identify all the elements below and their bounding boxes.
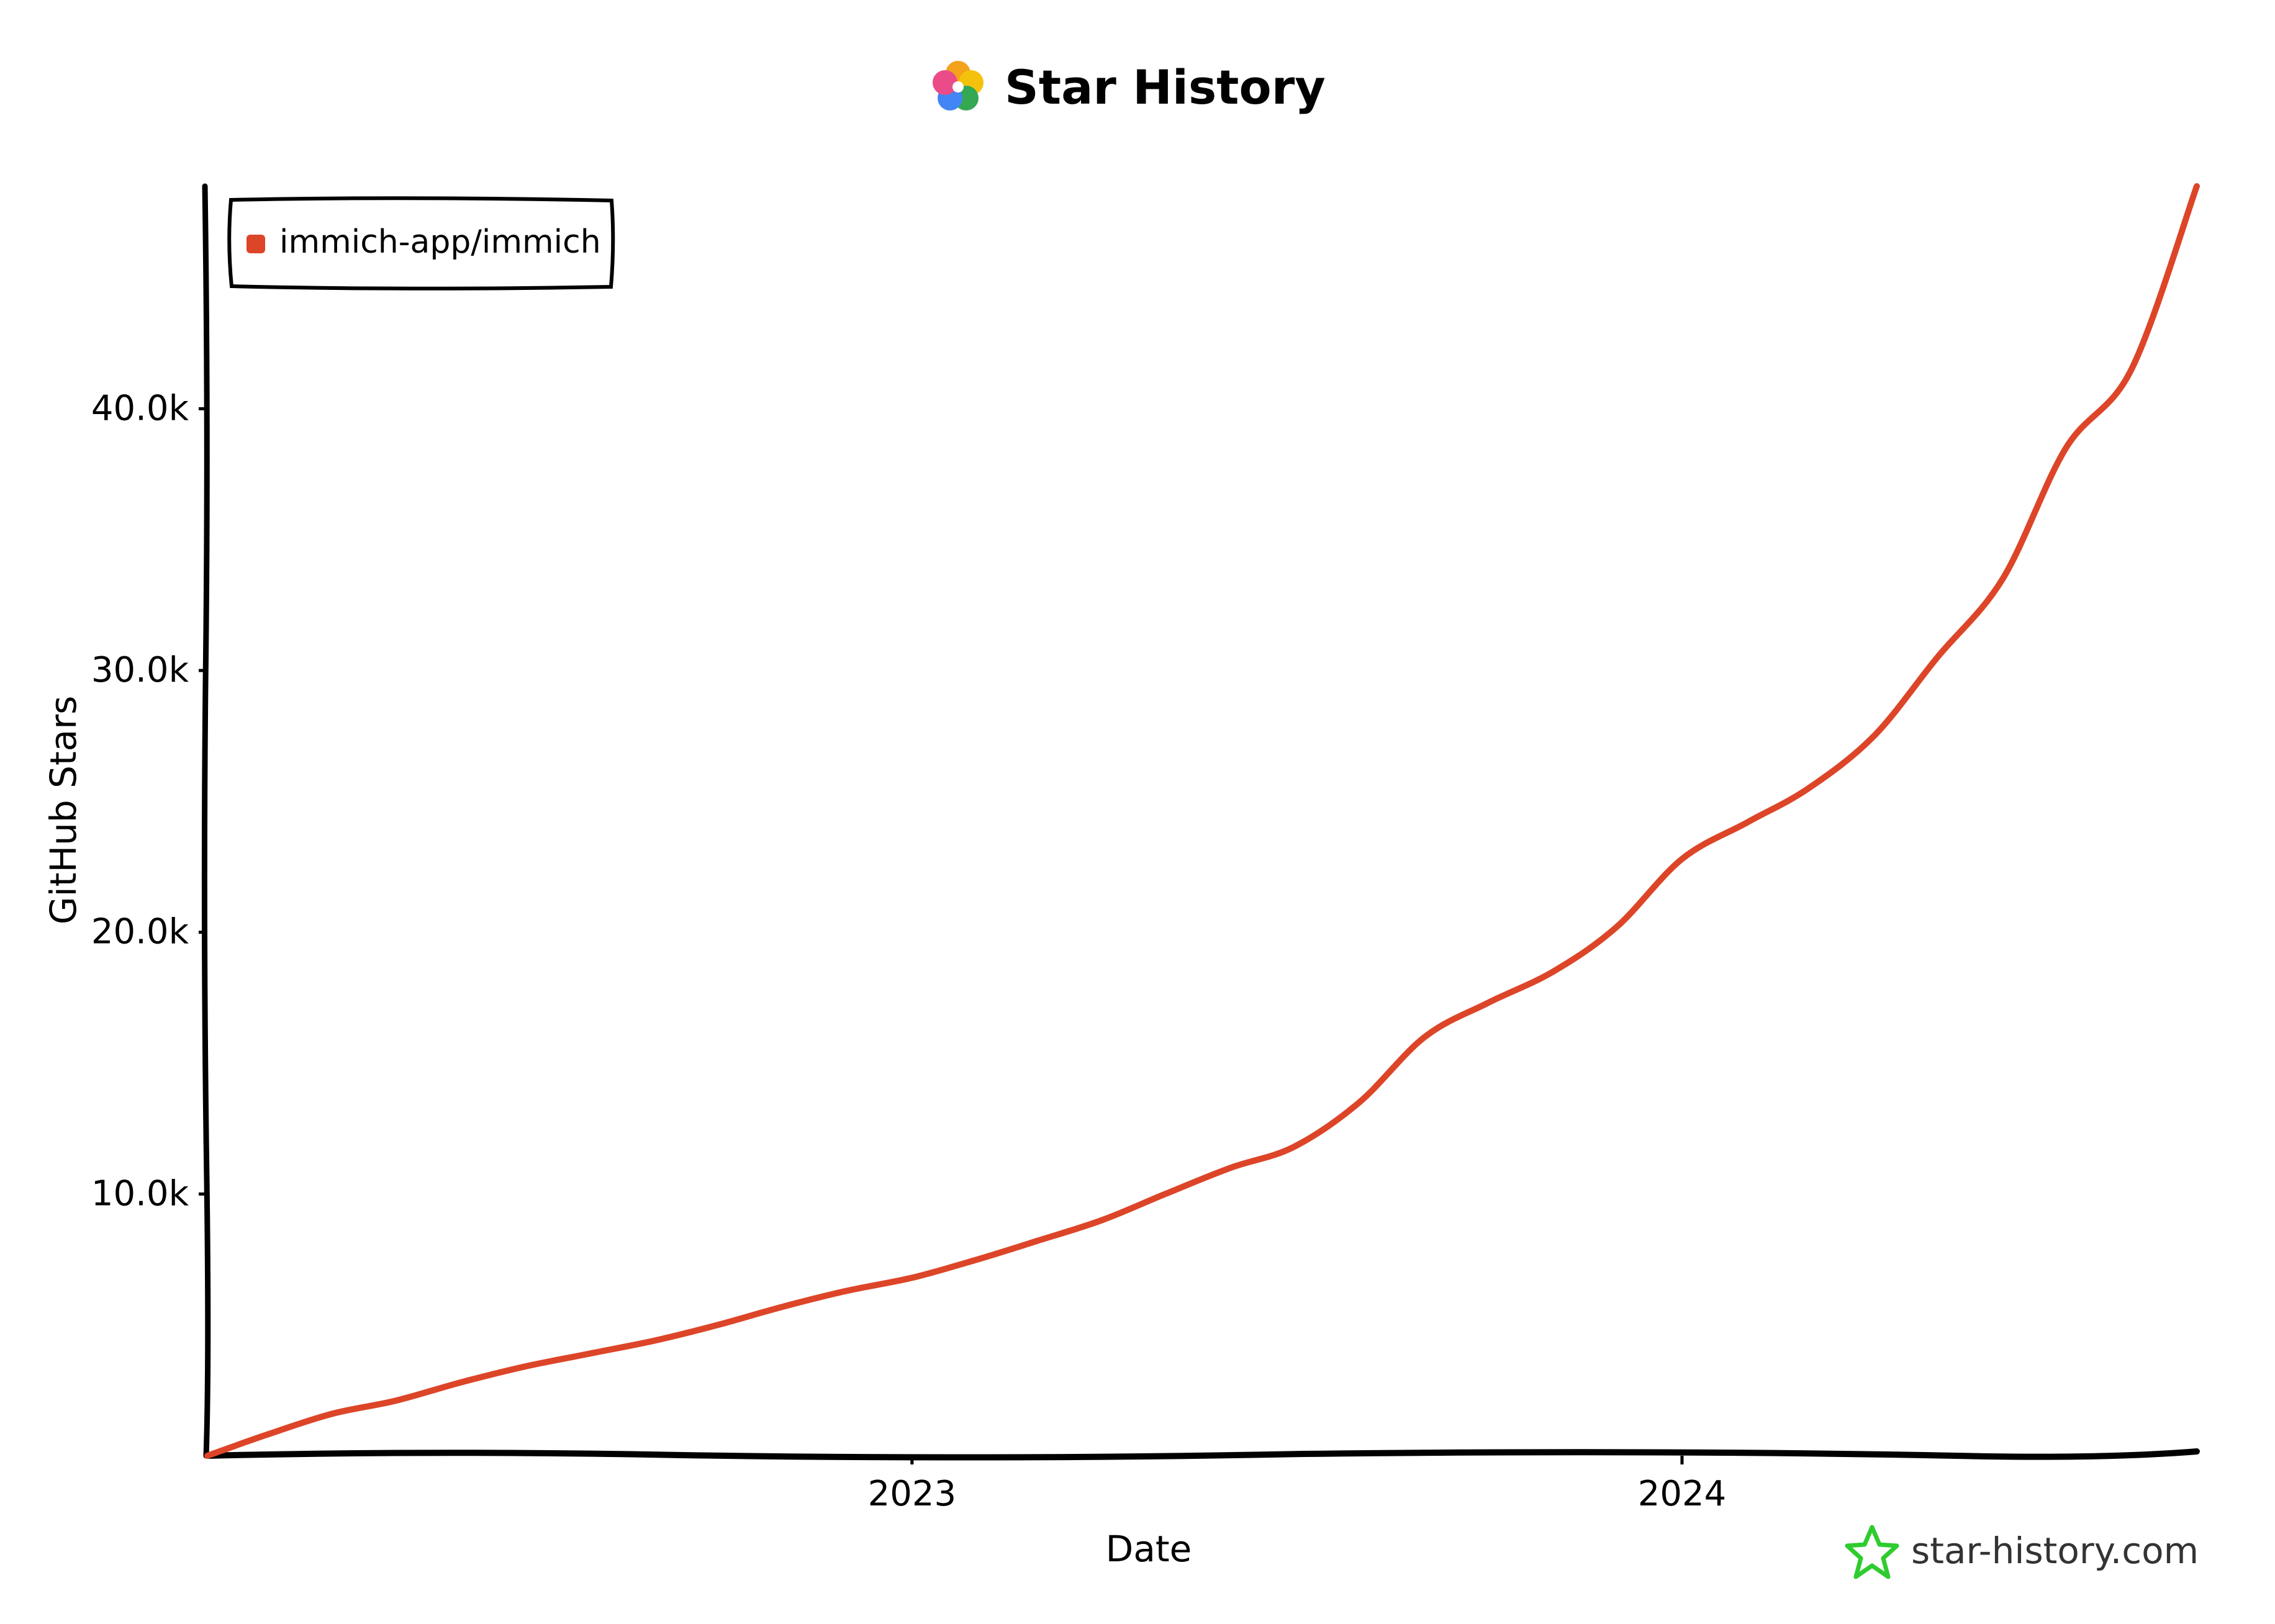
x-tick-label: 2024 <box>1638 1474 1727 1514</box>
y-axis-ticks: 10.0k 20.0k 30.0k 40.0k <box>91 388 207 1214</box>
chart-title: Star History <box>1005 60 1326 115</box>
legend-label: immich-app/immich <box>279 223 601 261</box>
y-tick-label: 20.0k <box>91 912 189 952</box>
watermark: star-history.com <box>1845 1525 2199 1579</box>
legend-box <box>227 196 615 291</box>
watermark-text: star-history.com <box>1911 1530 2199 1572</box>
x-axis-title: Date <box>1106 1528 1192 1570</box>
series-line-immich <box>204 183 2200 1459</box>
star-outline-icon <box>1845 1525 1899 1579</box>
star-history-logo-icon <box>933 61 984 111</box>
series-layer <box>204 183 2200 1459</box>
x-axis-line <box>204 1448 2200 1461</box>
y-tick-label: 30.0k <box>91 650 189 690</box>
axes: 10.0k 20.0k 30.0k 40.0k 2023 2024 <box>91 183 2200 1514</box>
y-axis-line <box>201 183 211 1459</box>
legend: immich-app/immich <box>227 196 615 291</box>
chart-title-group: Star History <box>933 60 1326 115</box>
x-axis-ticks: 2023 2024 <box>868 1456 1727 1514</box>
y-tick-label: 40.0k <box>91 388 189 428</box>
x-tick-label: 2023 <box>868 1474 957 1514</box>
y-axis-title: GitHub Stars <box>42 696 84 925</box>
legend-swatch <box>246 235 265 253</box>
y-tick-label: 10.0k <box>91 1173 189 1214</box>
